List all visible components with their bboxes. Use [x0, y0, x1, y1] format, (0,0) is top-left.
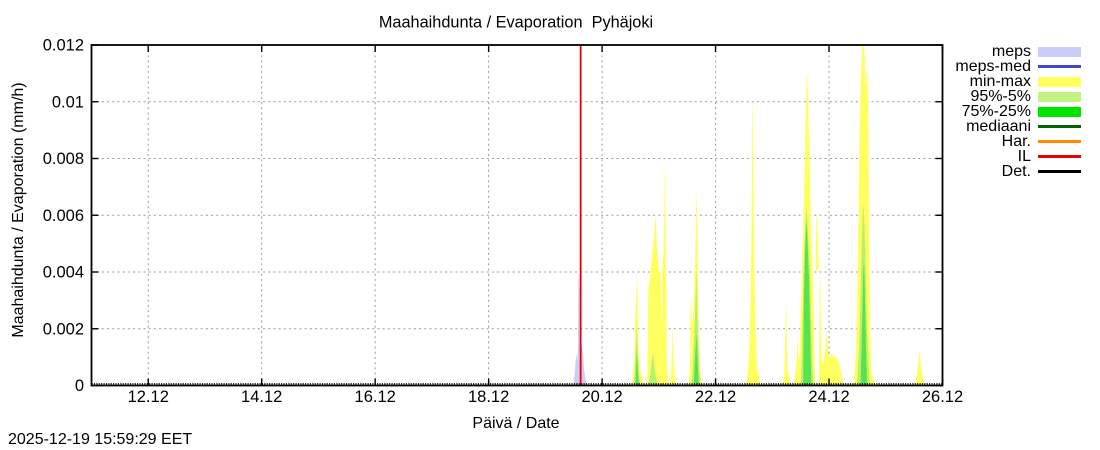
svg-text:16.12: 16.12	[355, 388, 396, 406]
timestamp: 2025-12-19 15:59:29 EET	[8, 431, 192, 448]
svg-text:22.12: 22.12	[695, 388, 736, 406]
svg-text:0.002: 0.002	[43, 320, 84, 338]
legend-item-meps: meps	[871, 43, 1081, 60]
chart-title: Maahaihdunta / Evaporation Pyhäjoki	[379, 14, 653, 32]
legend-item-75-25: 75%-25%	[871, 103, 1081, 120]
legend-label: meps	[991, 43, 1031, 60]
svg-text:12.12: 12.12	[128, 388, 169, 406]
legend-item-har: Har.	[871, 133, 1081, 150]
svg-text:0: 0	[75, 377, 84, 395]
legend-label: IL	[1017, 148, 1031, 165]
legend-item-det: Det.	[871, 163, 1081, 180]
svg-text:0.012: 0.012	[43, 37, 84, 55]
legend-label: 75%-25%	[961, 103, 1031, 120]
grid-lines	[91, 45, 943, 386]
svg-text:0.004: 0.004	[43, 264, 84, 282]
legend-swatch-95-5	[1038, 91, 1081, 102]
svg-text:26.12: 26.12	[922, 388, 963, 406]
legend-item-mediaani: mediaani	[871, 118, 1081, 135]
svg-text:0.008: 0.008	[43, 150, 84, 168]
legend-item-95-5: 95%-5%	[871, 88, 1081, 105]
svg-text:20.12: 20.12	[581, 388, 622, 406]
svg-text:24.12: 24.12	[808, 388, 849, 406]
legend-swatch-meps-med	[1038, 65, 1081, 68]
legend-swatch-mediaani	[1038, 125, 1081, 128]
legend-item-min-max: min-max	[871, 73, 1081, 90]
legend-swatch-il	[1038, 155, 1081, 158]
legend-item-meps-med: meps-med	[871, 58, 1081, 75]
axis-tick-labels: 12.12 14.12 16.12 18.12 20.12 22.12 24.12 26.12…	[43, 37, 963, 407]
axis-ticks	[91, 44, 944, 387]
svg-text:0.01: 0.01	[52, 93, 84, 111]
y-axis-label: Maahaihdunta / Evaporation (mm/h)	[10, 82, 27, 337]
legend: meps meps-med min-max 95%-5% 75%-25% med…	[871, 43, 1081, 180]
legend-label: Det.	[1001, 163, 1031, 180]
legend-swatch-meps	[1038, 46, 1081, 57]
legend-label: min-max	[969, 73, 1031, 90]
legend-swatch-min-max	[1038, 76, 1081, 87]
legend-swatch-har	[1038, 140, 1081, 143]
legend-label: meps-med	[955, 58, 1031, 75]
series-fills	[573, 45, 926, 386]
svg-text:18.12: 18.12	[468, 388, 509, 406]
legend-label: mediaani	[966, 118, 1031, 135]
legend-label: 95%-5%	[970, 88, 1031, 105]
legend-item-il: IL	[871, 148, 1081, 165]
legend-label: Har.	[1001, 133, 1031, 150]
legend-swatch-75-25	[1038, 106, 1081, 117]
series-lines	[91, 45, 943, 386]
legend-swatch-det	[1038, 170, 1081, 173]
svg-text:14.12: 14.12	[241, 388, 282, 406]
x-axis-label: Päivä / Date	[472, 415, 559, 432]
svg-text:0.006: 0.006	[43, 207, 84, 225]
